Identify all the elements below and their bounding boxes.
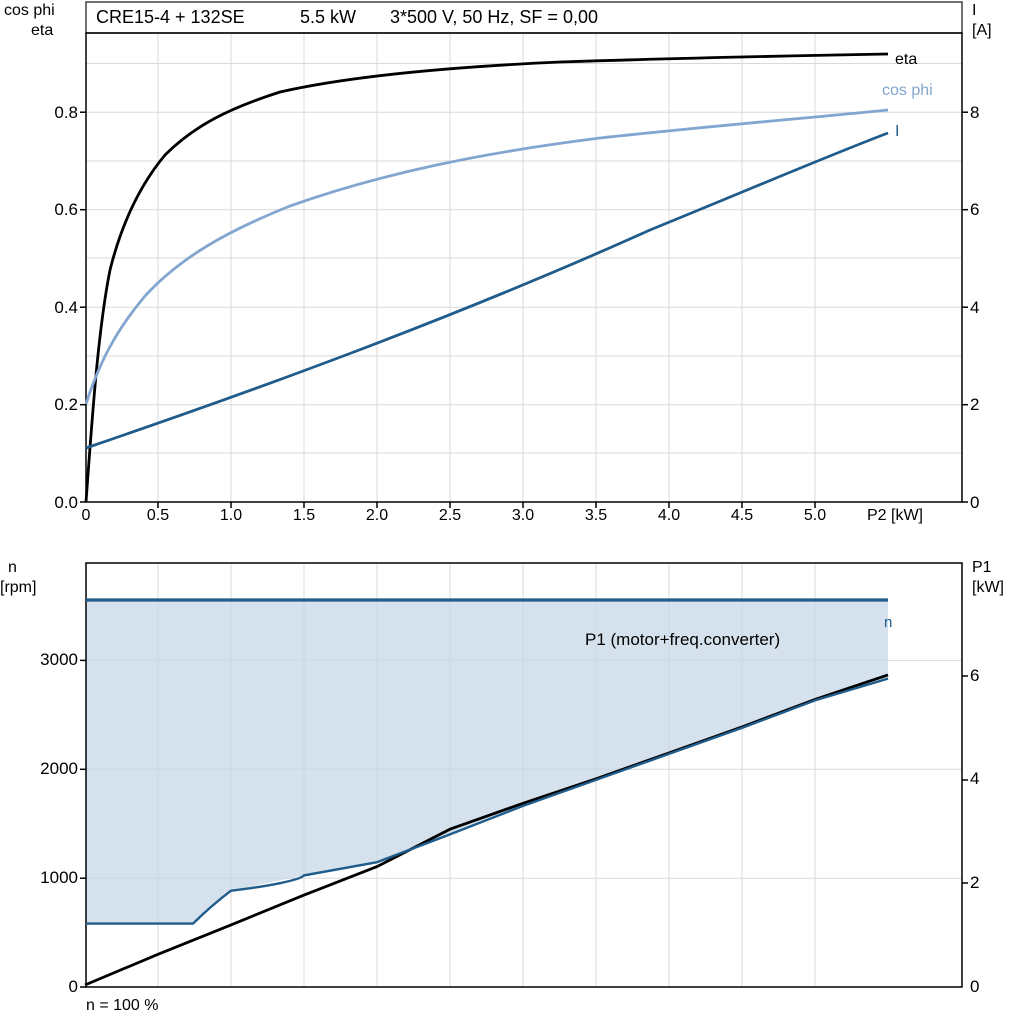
svg-text:0: 0 bbox=[970, 493, 979, 512]
svg-text:3.0: 3.0 bbox=[512, 507, 534, 524]
svg-text:2: 2 bbox=[970, 873, 979, 892]
svg-text:n = 100 %: n = 100 % bbox=[86, 997, 159, 1014]
svg-text:cos phi: cos phi bbox=[4, 2, 55, 19]
svg-text:1.5: 1.5 bbox=[293, 507, 315, 524]
svg-text:2000: 2000 bbox=[40, 759, 78, 778]
svg-text:I: I bbox=[895, 123, 899, 140]
svg-text:[rpm]: [rpm] bbox=[0, 579, 36, 596]
svg-text:6: 6 bbox=[970, 666, 979, 685]
svg-text:P2 [kW]: P2 [kW] bbox=[867, 507, 923, 524]
svg-text:3*500 V, 50 Hz, SF = 0,00: 3*500 V, 50 Hz, SF = 0,00 bbox=[390, 7, 598, 27]
svg-text:0.2: 0.2 bbox=[54, 395, 78, 414]
svg-text:eta: eta bbox=[895, 51, 917, 68]
svg-text:0.6: 0.6 bbox=[54, 200, 78, 219]
svg-text:6: 6 bbox=[970, 200, 979, 219]
svg-text:3000: 3000 bbox=[40, 650, 78, 669]
svg-text:5.0: 5.0 bbox=[804, 507, 826, 524]
svg-text:2: 2 bbox=[970, 395, 979, 414]
svg-text:0.8: 0.8 bbox=[54, 103, 78, 122]
svg-text:0: 0 bbox=[69, 977, 78, 996]
svg-text:4.5: 4.5 bbox=[731, 507, 753, 524]
svg-text:2.5: 2.5 bbox=[439, 507, 461, 524]
svg-text:0: 0 bbox=[970, 977, 979, 996]
svg-text:4.0: 4.0 bbox=[658, 507, 680, 524]
svg-text:5.5 kW: 5.5 kW bbox=[300, 7, 356, 27]
svg-text:0.4: 0.4 bbox=[54, 298, 78, 317]
svg-text:CRE15-4 + 132SE: CRE15-4 + 132SE bbox=[96, 7, 245, 27]
svg-text:cos phi: cos phi bbox=[882, 82, 933, 99]
svg-text:[A]: [A] bbox=[972, 22, 992, 39]
svg-text:eta: eta bbox=[31, 22, 53, 39]
svg-text:0: 0 bbox=[82, 507, 91, 524]
svg-text:n: n bbox=[8, 559, 17, 576]
svg-text:1.0: 1.0 bbox=[220, 507, 242, 524]
svg-text:0.5: 0.5 bbox=[147, 507, 169, 524]
svg-text:4: 4 bbox=[970, 298, 979, 317]
svg-text:4: 4 bbox=[970, 769, 979, 788]
svg-text:2.0: 2.0 bbox=[366, 507, 388, 524]
svg-text:[kW]: [kW] bbox=[972, 579, 1004, 596]
svg-text:n: n bbox=[884, 614, 892, 631]
svg-text:0.0: 0.0 bbox=[54, 493, 78, 512]
svg-text:P1: P1 bbox=[972, 559, 992, 576]
svg-text:3.5: 3.5 bbox=[585, 507, 607, 524]
svg-text:I: I bbox=[972, 2, 976, 19]
svg-text:P1 (motor+freq.converter): P1 (motor+freq.converter) bbox=[585, 630, 780, 649]
svg-text:8: 8 bbox=[970, 103, 979, 122]
svg-text:1000: 1000 bbox=[40, 868, 78, 887]
